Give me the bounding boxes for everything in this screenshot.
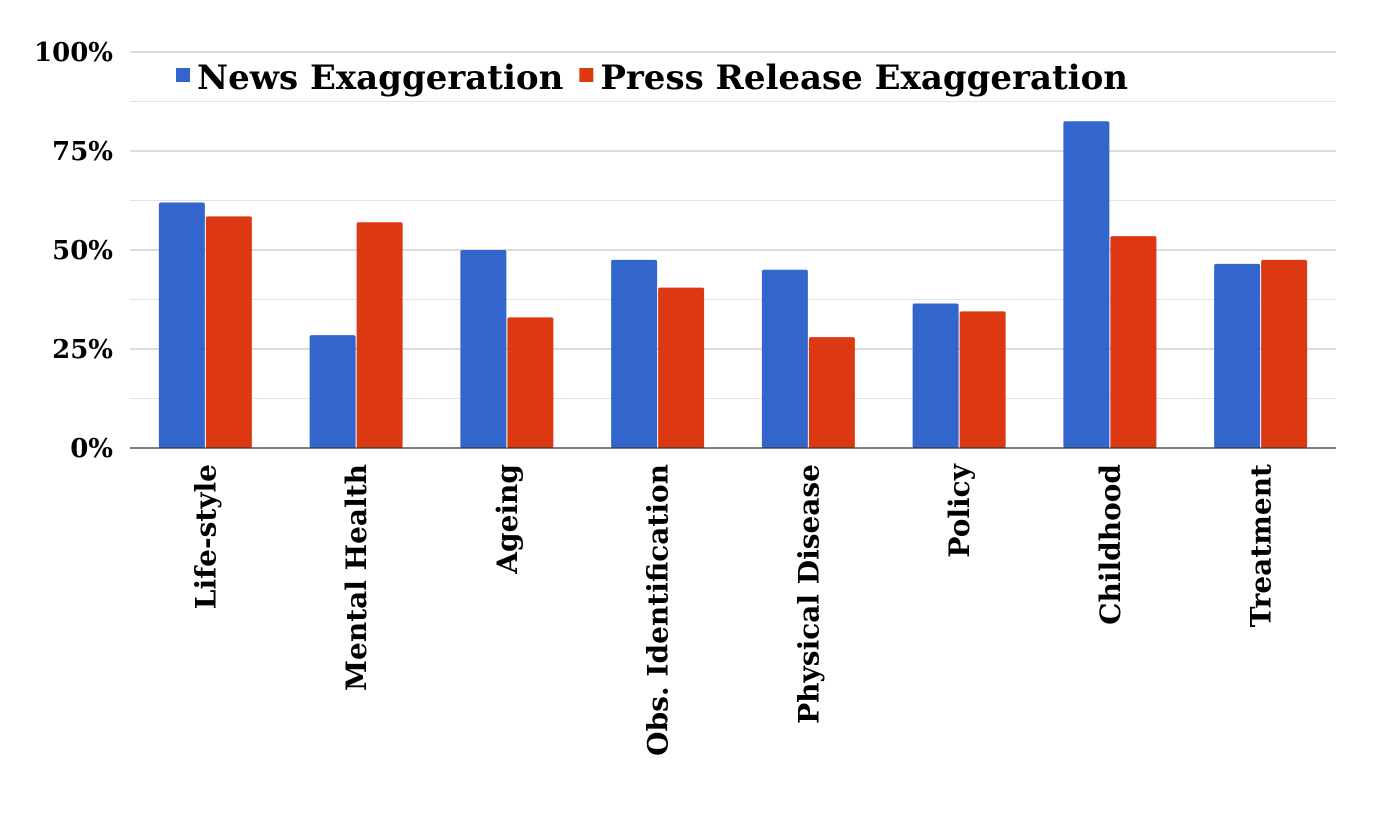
y-tick-label: 75% — [52, 137, 113, 167]
y-tick-label: 50% — [52, 236, 113, 266]
x-tick-label: Life-style — [189, 464, 222, 609]
x-tick-label: Ageing — [491, 464, 524, 575]
x-tick-label: Childhood — [1094, 464, 1127, 625]
legend-swatch — [176, 68, 190, 82]
bar — [1063, 121, 1110, 449]
y-tick-label: 25% — [52, 335, 113, 365]
bar — [205, 216, 252, 448]
x-tick-label: Mental Health — [340, 464, 373, 691]
x-tick-label: Physical Disease — [792, 464, 825, 724]
x-tick-label: Policy — [943, 463, 976, 557]
bar — [959, 311, 1006, 448]
bar — [1214, 263, 1261, 448]
y-tick-label: 0% — [70, 434, 113, 464]
legend: News Exaggeration Press Release Exaggerat… — [176, 58, 1128, 98]
legend-label: News Exaggeration — [197, 58, 563, 98]
bar — [658, 287, 705, 448]
bar — [912, 303, 959, 448]
bar — [158, 202, 205, 448]
bar — [761, 269, 808, 448]
bar — [808, 337, 855, 448]
bar — [460, 250, 507, 448]
legend-label: Press Release Exaggeration — [600, 58, 1128, 98]
bar — [1110, 236, 1157, 448]
x-tick-label: Treatment — [1245, 464, 1278, 627]
bar — [507, 317, 554, 448]
bar — [1261, 259, 1308, 448]
x-axis: Life-style Mental Health Ageing Obs. Identi… — [130, 447, 1336, 756]
bar — [611, 259, 658, 448]
y-tick-label: 100% — [34, 38, 113, 68]
legend-swatch — [579, 68, 594, 82]
bar — [356, 222, 403, 448]
y-axis: 0% 25% 50% 75% 100% — [34, 38, 113, 464]
bar — [309, 335, 356, 448]
x-tick-label: Obs. Identification — [642, 464, 675, 756]
bars — [158, 121, 1308, 449]
